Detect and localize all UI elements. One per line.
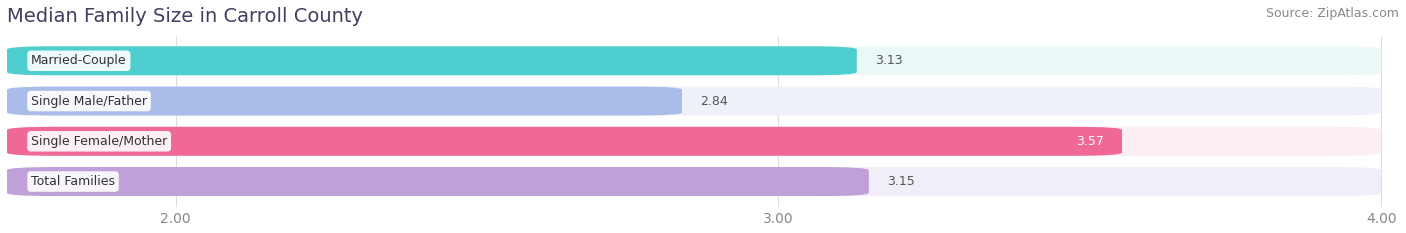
Text: 2.84: 2.84 [700, 95, 728, 108]
Text: Source: ZipAtlas.com: Source: ZipAtlas.com [1265, 7, 1399, 20]
FancyBboxPatch shape [7, 46, 856, 75]
Text: 3.15: 3.15 [887, 175, 915, 188]
FancyBboxPatch shape [7, 127, 1122, 156]
Text: Median Family Size in Carroll County: Median Family Size in Carroll County [7, 7, 363, 26]
FancyBboxPatch shape [7, 127, 1381, 156]
Text: Single Female/Mother: Single Female/Mother [31, 135, 167, 148]
Text: 3.57: 3.57 [1076, 135, 1104, 148]
Text: Married-Couple: Married-Couple [31, 54, 127, 67]
Text: Total Families: Total Families [31, 175, 115, 188]
FancyBboxPatch shape [7, 86, 682, 116]
FancyBboxPatch shape [7, 46, 1381, 75]
FancyBboxPatch shape [7, 167, 869, 196]
FancyBboxPatch shape [7, 167, 1381, 196]
Text: Single Male/Father: Single Male/Father [31, 95, 148, 108]
FancyBboxPatch shape [7, 86, 1381, 116]
Text: 3.13: 3.13 [875, 54, 903, 67]
